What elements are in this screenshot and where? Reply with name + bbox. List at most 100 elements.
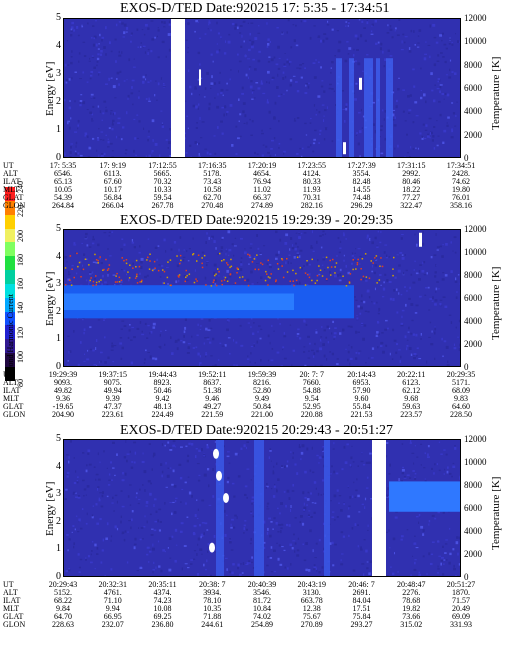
spectrogram-pixel	[88, 246, 92, 248]
spectrogram-speckle	[138, 265, 141, 268]
spectrogram-pixel	[184, 318, 187, 322]
spectrogram-pixel	[83, 360, 86, 362]
spectrogram-pixel	[419, 132, 422, 135]
spectrogram-pixel	[197, 51, 201, 55]
spectrogram-pixel	[403, 476, 406, 479]
spectrogram-pixel	[321, 80, 324, 82]
spectrogram-pixel	[289, 138, 293, 141]
spectrogram-pixel	[219, 342, 222, 345]
spectrogram-pixel	[154, 520, 158, 523]
spectrogram-pixel	[270, 58, 274, 62]
spectrogram-pixel	[308, 82, 311, 84]
spectrogram-pixel	[76, 26, 79, 29]
spectrogram-pixel	[174, 528, 178, 532]
spectrogram-pixel	[153, 529, 157, 532]
spectrogram-pixel	[78, 571, 81, 574]
spectrogram-pixel	[427, 133, 430, 135]
spectrogram-pixel	[334, 55, 336, 57]
spectrogram-pixel	[110, 112, 112, 115]
spectrogram-pixel	[225, 250, 228, 252]
spectrogram-pixel	[315, 542, 318, 545]
spectrogram-pixel	[301, 522, 305, 526]
spectrogram-pixel	[120, 515, 123, 519]
spectrogram-pixel	[457, 336, 459, 338]
spectrogram-pixel	[161, 474, 163, 478]
spectrogram-pixel	[392, 537, 396, 541]
spectrogram-pixel	[312, 549, 314, 553]
spectrogram-pixel	[316, 109, 318, 111]
spectrogram-pixel	[299, 337, 302, 340]
spectrogram-pixel	[419, 295, 422, 298]
spectrogram-speckle	[167, 261, 169, 263]
spectrogram-pixel	[430, 553, 434, 556]
spectrogram-pixel	[138, 90, 140, 93]
spectrogram-pixel	[410, 332, 413, 335]
spectrogram-pixel	[392, 113, 395, 117]
spectrogram-pixel	[329, 542, 332, 545]
spectrogram-pixel	[79, 104, 82, 107]
spectrogram-pixel	[207, 550, 209, 553]
spectrogram-pixel	[422, 261, 426, 264]
spectrogram-pixel	[213, 82, 216, 85]
spectrogram-pixel	[99, 139, 102, 141]
spectrogram-speckle	[254, 268, 256, 271]
spectrogram-pixel	[433, 126, 436, 128]
spectrogram-pixel	[412, 148, 415, 150]
spectrogram-pixel	[171, 483, 174, 486]
spectrogram-pixel	[149, 355, 152, 359]
spectrogram-pixel	[255, 82, 259, 84]
spectrogram-pixel	[203, 473, 207, 477]
spectrogram-pixel	[66, 454, 69, 456]
y-tick-label: 5	[56, 433, 61, 444]
ephemeris-value: 19:52:11	[198, 370, 227, 379]
spectrogram-streak	[386, 58, 393, 157]
spectrogram-speckle	[125, 259, 128, 261]
spectrogram-pixel	[459, 41, 460, 43]
ephemeris-value: 221.59	[201, 410, 224, 419]
spectrogram-pixel	[422, 230, 424, 234]
spectrogram-pixel	[97, 138, 100, 141]
spectrogram-pixel	[135, 496, 138, 499]
spectrogram-pixel	[74, 150, 77, 152]
spectrogram-pixel	[79, 260, 82, 263]
spectrogram-pixel	[374, 287, 377, 291]
spectrogram-pixel	[460, 91, 461, 94]
spectrogram-pixel	[108, 473, 111, 476]
spectrogram-pixel	[312, 471, 315, 474]
spectrogram-pixel	[446, 122, 448, 124]
spectrogram-pixel	[409, 94, 412, 97]
spectrogram-pixel	[332, 564, 335, 567]
spectrogram-pixel	[323, 329, 326, 332]
spectrogram-pixel	[151, 528, 154, 530]
spectrogram-pixel	[105, 109, 108, 113]
spectrogram-pixel	[357, 305, 361, 308]
ephemeris-value: 17:27:39	[347, 161, 376, 170]
spectrogram-speckle	[241, 276, 244, 278]
spectrogram-pixel	[348, 505, 351, 507]
spectrogram-pixel	[344, 59, 348, 63]
spectrogram-pixel	[384, 110, 386, 113]
spectrogram-pixel	[130, 339, 133, 341]
spectrogram-pixel	[406, 339, 409, 341]
ephemeris-value: 3554.	[352, 169, 371, 178]
spectrogram-pixel	[167, 467, 170, 469]
ephemeris-value: 267.78	[151, 201, 174, 210]
spectrogram-pixel	[65, 570, 69, 573]
spectrogram-pixel	[327, 341, 330, 344]
spectrogram-pixel	[107, 484, 111, 486]
spectrogram-speckle	[218, 270, 220, 273]
spectrogram-pixel	[431, 467, 433, 470]
spectrogram-pixel	[444, 92, 447, 96]
spectrogram-speckle	[196, 260, 198, 262]
spectrogram-pixel	[406, 529, 409, 531]
spectrogram-speckle	[92, 284, 94, 287]
spectrogram-pixel	[240, 263, 243, 266]
spectrogram-pixel	[136, 114, 139, 116]
spectrogram-pixel	[430, 343, 434, 346]
spectrogram-pixel	[283, 357, 287, 360]
energy-band	[389, 481, 460, 512]
spectrogram-pixel	[268, 266, 272, 269]
y2-tick-label: 6000	[464, 83, 482, 93]
ephemeris-value: 48.13	[153, 402, 172, 411]
spectrogram-pixel	[240, 563, 243, 565]
